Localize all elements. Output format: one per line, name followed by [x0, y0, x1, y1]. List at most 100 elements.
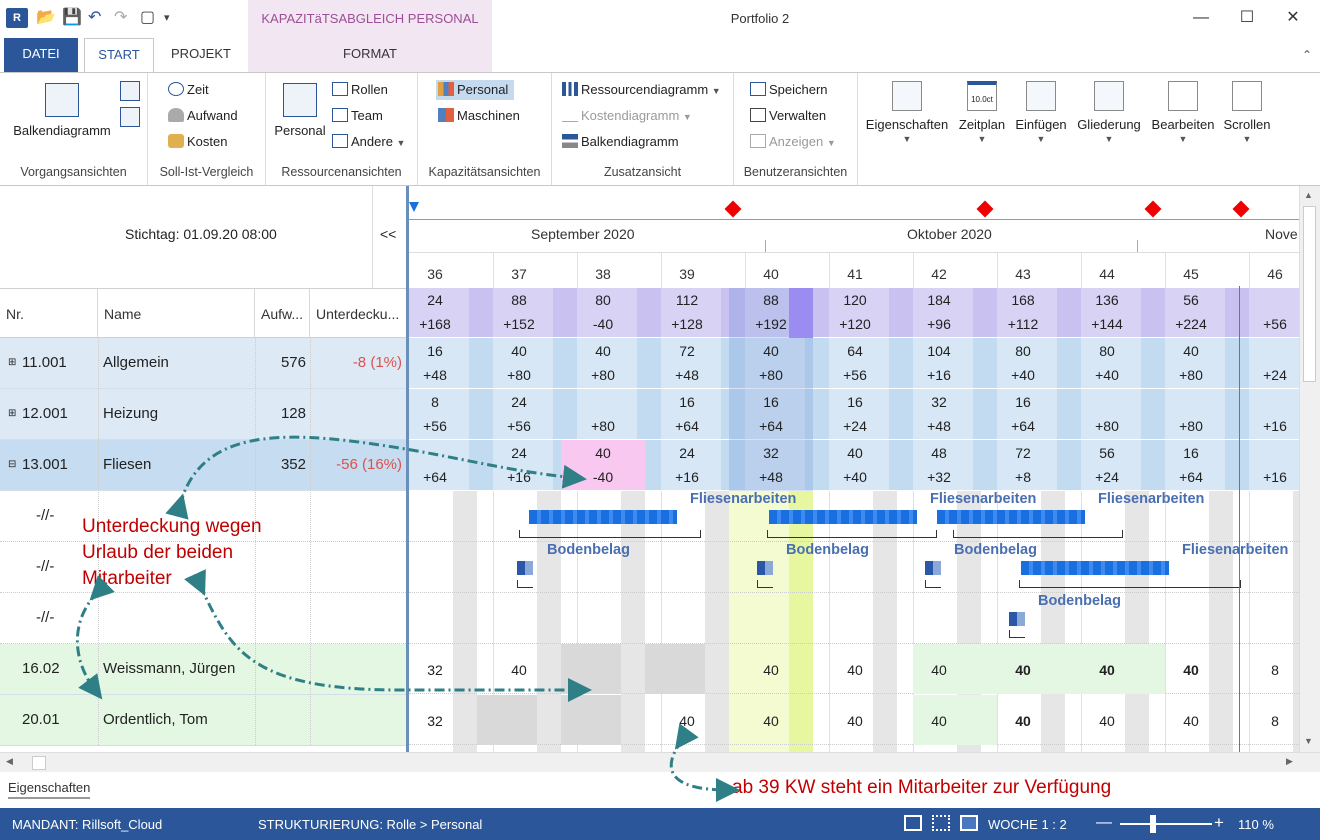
- ressourcendiagramm-button[interactable]: Ressourcendiagramm ▼: [562, 81, 721, 100]
- expand-icon[interactable]: ⊞: [8, 408, 17, 419]
- scroll-left-icon[interactable]: ◀: [6, 756, 13, 766]
- view-icon-2[interactable]: [120, 107, 140, 127]
- collapse-button[interactable]: <<: [380, 226, 397, 242]
- balkendiagramm-button[interactable]: Balkendiagramm: [10, 83, 114, 138]
- header-aufwand[interactable]: Aufw...: [255, 289, 310, 339]
- properties-tab[interactable]: Eigenschaften: [8, 780, 91, 799]
- milestone-line: [409, 219, 1299, 220]
- milestone-icon[interactable]: [1144, 200, 1162, 218]
- capacity-value: 40: [847, 713, 863, 729]
- table-row[interactable]: ⊞ 11.001 Allgemein 576 -8 (1%): [0, 338, 406, 389]
- speichern-button[interactable]: Speichern: [750, 81, 828, 99]
- capacity-value: +56: [843, 367, 867, 383]
- task-bar-bodenbelag[interactable]: [517, 561, 533, 575]
- view-resource-icon[interactable]: [960, 815, 978, 831]
- view-normal-icon[interactable]: [904, 815, 922, 831]
- close-icon[interactable]: ✕: [1286, 9, 1300, 26]
- header-unterdeckung[interactable]: Unterdecku...: [316, 306, 400, 322]
- summary-bracket: [925, 580, 941, 588]
- tab-start[interactable]: START: [84, 38, 154, 73]
- task-bar-fliesenarbeiten[interactable]: [769, 510, 917, 524]
- table-row[interactable]: ⊞ 12.001 Heizung 128: [0, 389, 406, 440]
- kosten-button[interactable]: Kosten: [168, 133, 227, 151]
- task-bar-fliesenarbeiten[interactable]: [529, 510, 677, 524]
- redo-icon[interactable]: ↷: [114, 9, 128, 26]
- personal-big-button[interactable]: Personal: [272, 83, 328, 138]
- capacity-value: +24: [1263, 367, 1287, 383]
- milestone-icon[interactable]: [976, 200, 994, 218]
- save-icon[interactable]: 💾: [62, 9, 82, 26]
- weekend-band: [705, 491, 729, 752]
- task-bar-fliesenarbeiten[interactable]: [1021, 561, 1169, 575]
- coins-icon: [168, 134, 184, 148]
- maschinen-button[interactable]: Maschinen: [438, 107, 520, 125]
- capacity-value: -40: [592, 316, 614, 332]
- header-name[interactable]: Name: [98, 289, 255, 339]
- milestone-icon[interactable]: [1232, 200, 1250, 218]
- zoom-slider-thumb[interactable]: [1150, 815, 1156, 833]
- einfuegen-button[interactable]: Einfügen ▼: [1012, 81, 1070, 144]
- task-bar-bodenbelag[interactable]: [1009, 612, 1025, 626]
- scroll-right-icon[interactable]: ▶: [1286, 756, 1293, 766]
- table-row[interactable]: 20.01 Ordentlich, Tom: [0, 695, 406, 746]
- zoom-slider[interactable]: [1120, 823, 1212, 825]
- scroll-down-icon[interactable]: ▼: [1304, 736, 1313, 746]
- window-icon[interactable]: ▢: [140, 9, 156, 26]
- capacity-value: 40: [1015, 713, 1031, 729]
- tab-format[interactable]: FORMAT: [343, 46, 397, 61]
- undo-icon[interactable]: ↶: [88, 9, 102, 26]
- team-button[interactable]: Team: [332, 107, 383, 125]
- task-label-bodenbelag: Bodenbelag: [1038, 593, 1121, 609]
- gliederung-button[interactable]: Gliederung ▼: [1072, 81, 1146, 144]
- maximize-icon[interactable]: ☐: [1239, 9, 1255, 26]
- zeitplan-button[interactable]: 10.0ct Zeitplan ▼: [954, 81, 1010, 144]
- anzeigen-button[interactable]: Anzeigen ▼: [750, 133, 836, 152]
- task-bar-bodenbelag[interactable]: [757, 561, 773, 575]
- table-row[interactable]: -//-: [0, 593, 406, 644]
- header-nr[interactable]: Nr.: [0, 289, 98, 339]
- cell-shade: [721, 440, 745, 490]
- bearbeiten-button[interactable]: Bearbeiten ▼: [1148, 81, 1218, 144]
- chevron-up-icon[interactable]: ⌃: [1301, 48, 1312, 62]
- verwalten-button[interactable]: Verwalten: [750, 107, 826, 125]
- zoom-in-icon[interactable]: +: [1214, 813, 1224, 832]
- status-zoom: 110 %: [1238, 817, 1274, 832]
- andere-button[interactable]: Andere ▼: [332, 133, 405, 152]
- horizontal-scrollbar[interactable]: ◀ ▶: [0, 752, 1320, 772]
- view-grid-icon[interactable]: [932, 815, 950, 831]
- scroll-up-icon[interactable]: ▲: [1304, 190, 1313, 200]
- scroll-thumb[interactable]: [1303, 206, 1316, 382]
- eigenschaften-button[interactable]: Eigenschaften ▼: [862, 81, 952, 144]
- kostendiagramm-button[interactable]: Kostendiagramm ▼: [562, 107, 692, 126]
- scroll-thumb[interactable]: [32, 756, 46, 770]
- expand-icon[interactable]: ⊞: [8, 357, 17, 368]
- aufwand-button[interactable]: Aufwand: [168, 107, 238, 125]
- cell-shade: [973, 389, 997, 439]
- cell-shade: [553, 288, 577, 337]
- capacity-value: +64: [1011, 418, 1035, 434]
- zoom-out-icon[interactable]: —: [1096, 814, 1112, 831]
- summary-bracket: [519, 530, 701, 538]
- dropdown-icon: ▼: [396, 138, 406, 148]
- zeit-button[interactable]: Zeit: [168, 81, 209, 99]
- customize-icon[interactable]: ▾: [164, 12, 170, 24]
- capacity-value: +192: [755, 316, 787, 332]
- view-icon-1[interactable]: [120, 81, 140, 101]
- tab-projekt[interactable]: PROJEKT: [171, 46, 231, 61]
- task-bar-bodenbelag[interactable]: [925, 561, 941, 575]
- insert-icon: [1026, 81, 1056, 111]
- table-row-selected[interactable]: ⊟ 13.001 Fliesen 352 -56 (16%): [0, 440, 406, 491]
- collapse-icon[interactable]: ⊟: [8, 459, 17, 470]
- open-icon[interactable]: 📂: [36, 9, 56, 26]
- table-row[interactable]: 16.02 Weissmann, Jürgen: [0, 644, 406, 695]
- minimize-icon[interactable]: —: [1193, 9, 1209, 26]
- vertical-scrollbar[interactable]: ▲ ▼: [1299, 186, 1320, 752]
- milestone-icon[interactable]: [724, 200, 742, 218]
- tab-datei[interactable]: DATEI: [4, 38, 78, 72]
- task-bar-fliesenarbeiten[interactable]: [937, 510, 1085, 524]
- balkendiagramm-small-button[interactable]: Balkendiagramm: [562, 133, 679, 151]
- rollen-button[interactable]: Rollen: [332, 81, 388, 99]
- capacity-value: +16: [1263, 418, 1287, 434]
- scrollen-button[interactable]: Scrollen ▼: [1220, 81, 1274, 144]
- personal-button[interactable]: Personal: [436, 80, 515, 100]
